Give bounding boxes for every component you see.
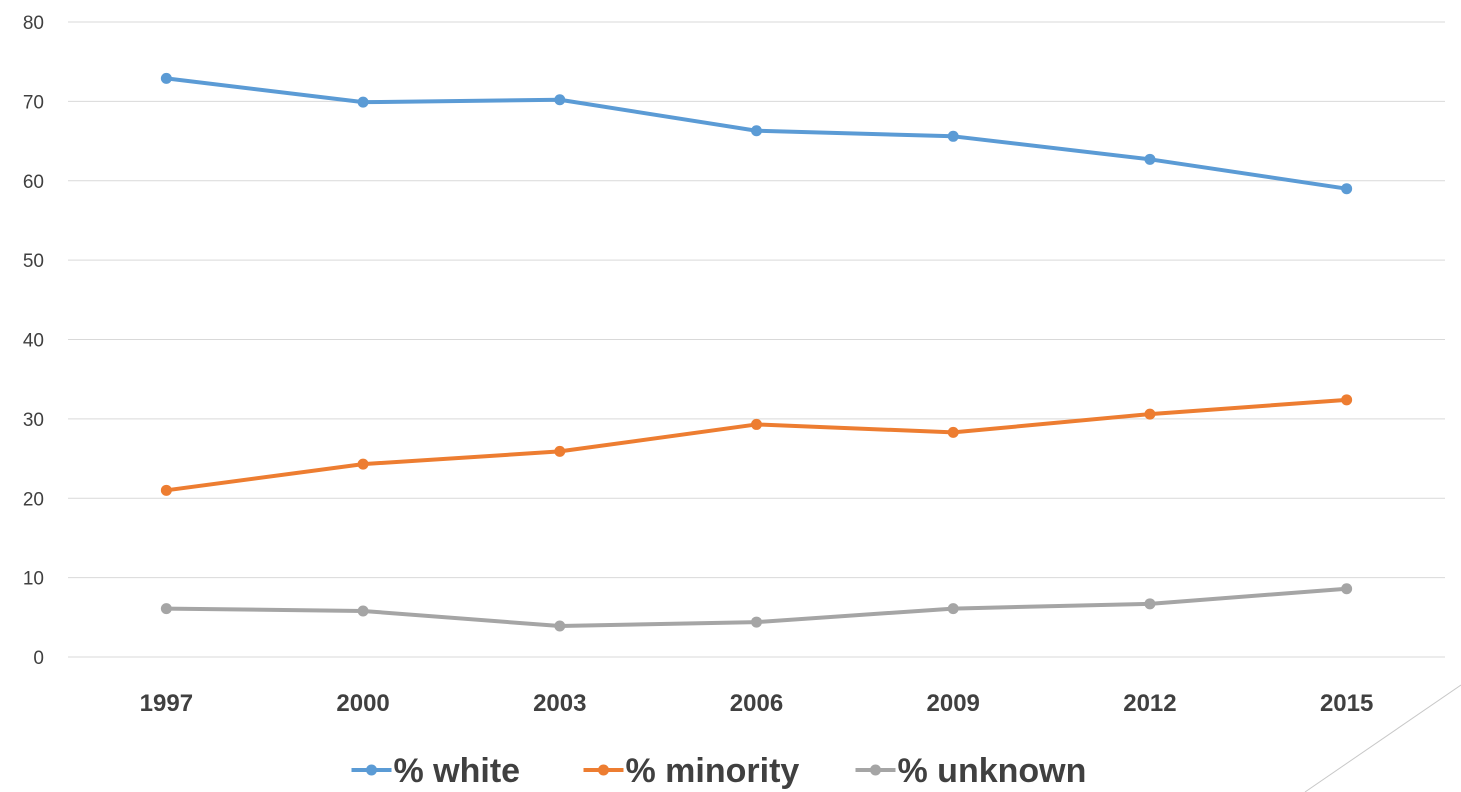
series-line-minority <box>164 397 1349 493</box>
data-point-unknown <box>357 605 369 617</box>
x-tick-label: 1997 <box>140 690 193 717</box>
legend: % white % minority % unknown <box>351 752 1087 790</box>
series-lines <box>160 72 1353 632</box>
data-point-unknown <box>751 616 762 628</box>
data-point-white <box>1144 153 1156 165</box>
legend-swatch-marker <box>870 764 881 776</box>
data-point-minority <box>1341 394 1353 406</box>
data-point-minority <box>160 484 172 496</box>
legend-swatch-marker <box>366 764 377 776</box>
x-tick-label: 2012 <box>1123 690 1176 717</box>
y-tick-label: 20 <box>23 489 44 510</box>
y-tick-label: 60 <box>23 172 44 193</box>
data-point-minority <box>947 426 959 438</box>
x-tick-label: 2015 <box>1320 690 1373 717</box>
data-point-unknown <box>1144 598 1156 610</box>
y-tick-label: 40 <box>23 331 44 352</box>
series-unknown <box>160 583 1353 632</box>
legend-item-unknown: % unknown <box>855 752 1087 790</box>
x-tick-label: 2000 <box>336 690 389 717</box>
data-point-unknown <box>160 603 172 615</box>
corner-decoration-line <box>1304 684 1461 792</box>
y-axis-tick-labels: 0 10 20 30 40 50 60 70 80 <box>23 13 44 669</box>
legend-item-minority: % minority <box>583 752 800 790</box>
legend-label: % unknown <box>898 752 1087 790</box>
x-axis-tick-labels: 1997 2000 2003 2006 2009 2012 2015 <box>140 690 1374 717</box>
data-point-white <box>357 96 369 108</box>
y-tick-label: 0 <box>33 648 44 669</box>
data-point-white <box>947 130 959 142</box>
data-point-minority <box>357 458 369 470</box>
data-point-white <box>751 125 762 137</box>
gridlines <box>68 21 1445 658</box>
data-point-minority <box>1144 408 1156 420</box>
legend-label: % minority <box>626 752 800 790</box>
legend-swatch-marker <box>598 764 609 776</box>
y-tick-label: 30 <box>23 410 44 431</box>
legend-label: % white <box>394 752 521 790</box>
y-tick-label: 50 <box>23 251 44 272</box>
x-tick-label: 2006 <box>730 690 783 717</box>
data-point-minority <box>554 445 566 457</box>
x-tick-label: 2003 <box>533 690 586 717</box>
series-white <box>160 72 1353 195</box>
data-point-white <box>160 72 172 84</box>
y-tick-label: 80 <box>23 13 44 34</box>
data-point-unknown <box>554 620 566 632</box>
data-point-white <box>1341 183 1353 195</box>
legend-item-white: % white <box>351 752 521 790</box>
data-point-minority <box>751 418 762 430</box>
y-tick-label: 10 <box>23 569 44 590</box>
data-point-unknown <box>1341 583 1353 595</box>
y-tick-label: 70 <box>23 92 44 113</box>
data-point-white <box>554 94 566 106</box>
x-tick-label: 2009 <box>927 690 980 717</box>
data-point-unknown <box>947 603 959 615</box>
series-minority <box>160 394 1353 496</box>
